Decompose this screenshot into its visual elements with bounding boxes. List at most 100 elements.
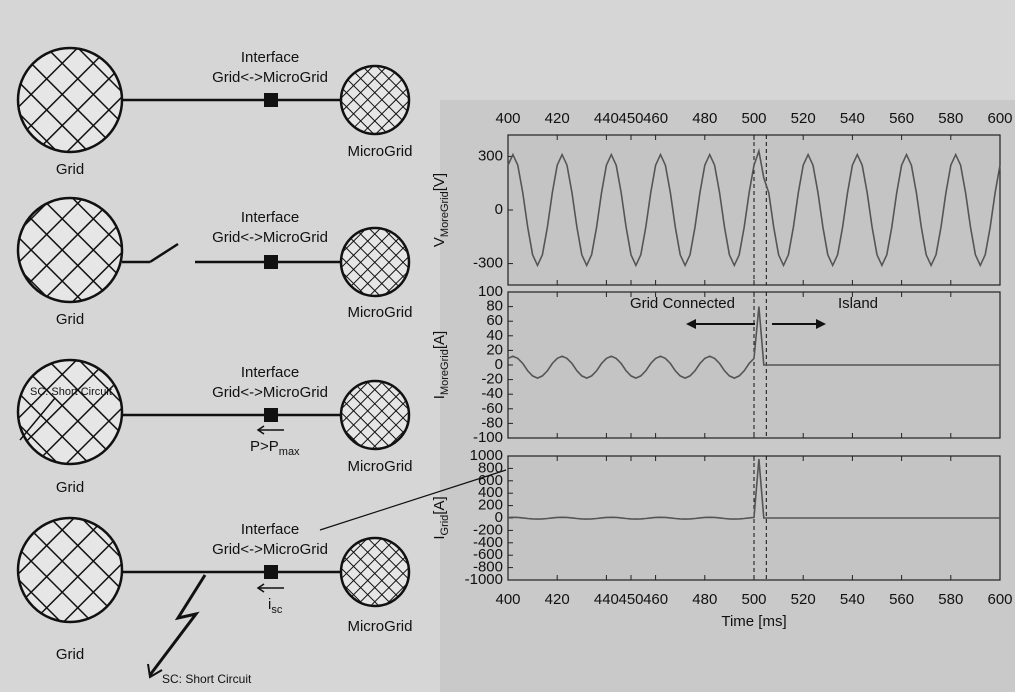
x-tick-label: 460 <box>643 591 668 608</box>
grid-label: Grid <box>56 646 84 663</box>
x-tick-label: 520 <box>791 591 816 608</box>
arrow-head <box>256 425 265 435</box>
open-switch <box>149 242 179 264</box>
microgrid-label: MicroGrid <box>347 304 412 321</box>
x-axis-label: Time [ms] <box>721 613 786 630</box>
y-label-sub: MoreGrid <box>439 349 451 395</box>
pointer-line <box>319 469 507 531</box>
data-line <box>507 459 1000 520</box>
y-axis-label: IMoreGrid[A] <box>431 331 451 399</box>
y-label-unit: [A] <box>431 331 448 349</box>
interface-label: Interface <box>241 364 299 381</box>
y-tick-label: -60 <box>481 400 503 417</box>
grid-circle <box>16 196 124 304</box>
fault-label: SC: Short Circuit <box>162 672 252 686</box>
y-tick-label: -800 <box>473 559 503 576</box>
y-tick-label: 60 <box>486 312 503 329</box>
interface-label: Interface <box>241 521 299 538</box>
x-tick-label: 420 <box>545 591 570 608</box>
microgrid-label: MicroGrid <box>347 458 412 475</box>
x-tick-label: 420 <box>545 110 570 127</box>
microgrid-circle <box>339 536 411 608</box>
y-tick-label: -400 <box>473 534 503 551</box>
y-tick-label: 400 <box>478 484 503 501</box>
y-label-unit: [A] <box>431 496 448 514</box>
x-tick-label: 450 <box>618 591 643 608</box>
interface-box <box>264 93 278 107</box>
y-tick-label: 1000 <box>470 447 503 464</box>
y-tick-label: -40 <box>481 385 503 402</box>
x-tick-label: 560 <box>889 110 914 127</box>
interface-label: Interface <box>241 49 299 66</box>
link-label: Grid<->MicroGrid <box>212 384 328 401</box>
microgrid-circle <box>339 226 411 298</box>
arrow-head <box>816 319 826 329</box>
fault-marker <box>19 397 56 441</box>
y-tick-label: -300 <box>473 255 503 272</box>
fault-label: SC: Short Circuit <box>30 386 112 398</box>
x-tick-label: 440 <box>594 110 619 127</box>
x-tick-label: 480 <box>692 110 717 127</box>
y-tick-label: -100 <box>473 429 503 446</box>
y-tick-label: -80 <box>481 414 503 431</box>
y-label-main: V <box>431 237 448 247</box>
flow-text: P>P <box>250 438 279 455</box>
flow-label: P>Pmax <box>250 438 300 458</box>
grid-circle <box>16 516 124 624</box>
x-tick-label: 580 <box>938 591 963 608</box>
grid-circle <box>16 358 124 466</box>
link-label: Grid<->MicroGrid <box>212 541 328 558</box>
y-tick-label: 300 <box>478 147 503 164</box>
y-tick-label: -20 <box>481 371 503 388</box>
data-line <box>507 306 1000 379</box>
x-tick-label: 560 <box>889 591 914 608</box>
x-tick-label: 460 <box>643 110 668 127</box>
current-label: isc <box>268 596 283 616</box>
y-tick-label: -200 <box>473 521 503 538</box>
y-tick-label: 200 <box>478 497 503 514</box>
y-axis-label: VMoreGrid[V] <box>431 173 451 247</box>
microgrid-circle <box>339 379 411 451</box>
x-tick-label: 450 <box>618 110 643 127</box>
y-tick-label: 600 <box>478 472 503 489</box>
grid-label: Grid <box>56 311 84 328</box>
x-tick-label: 400 <box>495 591 520 608</box>
interface-box <box>264 255 278 269</box>
data-line <box>507 147 1001 268</box>
x-tick-label: 600 <box>987 591 1012 608</box>
arrow-head <box>256 583 265 593</box>
y-tick-label: 100 <box>478 283 503 300</box>
y-label-main: I <box>431 395 448 399</box>
y-tick-label: 0 <box>495 201 503 218</box>
link-label: Grid<->MicroGrid <box>212 69 328 86</box>
arrow-head <box>686 319 696 329</box>
annotation: Island <box>838 295 878 312</box>
x-tick-label: 600 <box>987 110 1012 127</box>
microgrid-label: MicroGrid <box>347 143 412 160</box>
y-tick-label: 0 <box>495 509 503 526</box>
x-tick-label: 400 <box>495 110 520 127</box>
x-tick-label: 500 <box>741 110 766 127</box>
y-tick-label: 0 <box>495 356 503 373</box>
y-label-main: I <box>431 535 448 539</box>
x-tick-label: 540 <box>840 110 865 127</box>
interface-box <box>264 565 278 579</box>
interface-box <box>264 408 278 422</box>
x-tick-label: 520 <box>791 110 816 127</box>
y-tick-label: -600 <box>473 546 503 563</box>
x-tick-label: 500 <box>741 591 766 608</box>
y-tick-label: 20 <box>486 341 503 358</box>
link-label: Grid<->MicroGrid <box>212 229 328 246</box>
lightning <box>148 574 207 676</box>
y-label-unit: [V] <box>431 173 448 191</box>
x-tick-label: 580 <box>938 110 963 127</box>
y-label-sub: MoreGrid <box>439 191 451 237</box>
current-subscript: sc <box>271 604 283 616</box>
diagram: Interface Grid<->MicroGrid Grid MicroGri… <box>16 46 507 686</box>
current-text: i <box>268 596 271 613</box>
interface-label: Interface <box>241 209 299 226</box>
annotation: Grid Connected <box>630 295 735 312</box>
grid-circle <box>16 46 124 154</box>
arrow-head <box>147 663 163 679</box>
